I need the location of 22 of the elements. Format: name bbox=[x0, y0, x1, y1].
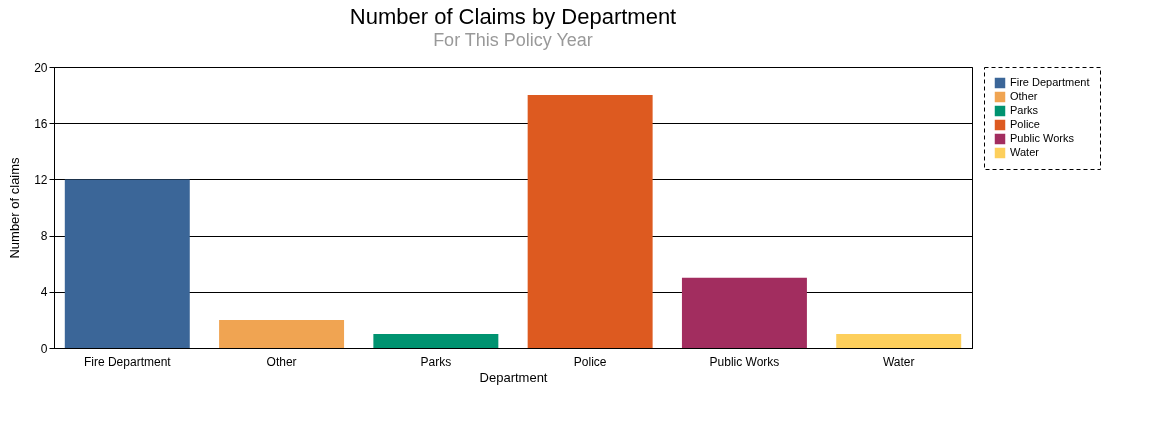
y-tick-label: 16 bbox=[34, 116, 48, 131]
chart-title: Number of Claims by Department bbox=[349, 4, 677, 29]
x-tick-label: Police bbox=[573, 354, 607, 369]
y-tick-label: 20 bbox=[34, 60, 48, 75]
x-tick-label: Fire Department bbox=[83, 354, 172, 369]
x-tick-label: Other bbox=[266, 354, 297, 369]
y-tick-label: 8 bbox=[40, 229, 48, 244]
y-axis-title: Number of claims bbox=[7, 156, 23, 259]
legend-label: Public Works bbox=[1010, 132, 1075, 144]
legend-label: Parks bbox=[1010, 104, 1039, 116]
x-tick-label: Water bbox=[882, 354, 915, 369]
x-axis-title: Department bbox=[479, 369, 548, 385]
y-tick-label: 4 bbox=[40, 285, 48, 300]
legend-label: Other bbox=[1010, 90, 1038, 102]
chart-subtitle: For This Policy Year bbox=[433, 30, 593, 50]
x-tick-label: Parks bbox=[420, 354, 452, 369]
legend-label: Water bbox=[1010, 146, 1040, 158]
y-tick-label: 12 bbox=[34, 172, 48, 187]
legend-label: Fire Department bbox=[1010, 76, 1090, 88]
y-tick-label: 0 bbox=[40, 341, 48, 356]
legend-label: Police bbox=[1010, 118, 1040, 130]
x-tick-label: Public Works bbox=[709, 354, 780, 369]
